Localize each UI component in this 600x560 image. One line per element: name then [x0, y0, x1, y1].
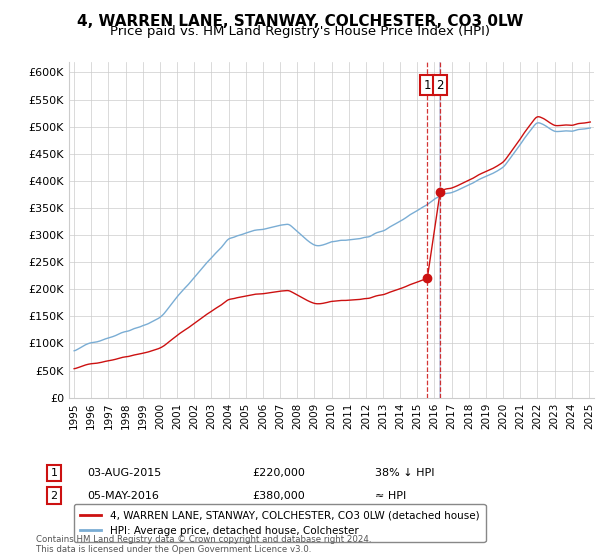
Text: ≈ HPI: ≈ HPI [375, 491, 406, 501]
Legend: 4, WARREN LANE, STANWAY, COLCHESTER, CO3 0LW (detached house), HPI: Average pric: 4, WARREN LANE, STANWAY, COLCHESTER, CO3… [74, 504, 485, 542]
Text: 2: 2 [50, 491, 58, 501]
Text: £380,000: £380,000 [252, 491, 305, 501]
Text: Contains HM Land Registry data © Crown copyright and database right 2024.
This d: Contains HM Land Registry data © Crown c… [36, 535, 371, 554]
Text: 4, WARREN LANE, STANWAY, COLCHESTER, CO3 0LW: 4, WARREN LANE, STANWAY, COLCHESTER, CO3… [77, 14, 523, 29]
Text: Price paid vs. HM Land Registry's House Price Index (HPI): Price paid vs. HM Land Registry's House … [110, 25, 490, 38]
Text: 05-MAY-2016: 05-MAY-2016 [87, 491, 159, 501]
Text: £220,000: £220,000 [252, 468, 305, 478]
Text: 03-AUG-2015: 03-AUG-2015 [87, 468, 161, 478]
Text: 38% ↓ HPI: 38% ↓ HPI [375, 468, 434, 478]
Text: 1: 1 [424, 78, 431, 92]
Text: 2: 2 [436, 78, 444, 92]
Text: 1: 1 [50, 468, 58, 478]
